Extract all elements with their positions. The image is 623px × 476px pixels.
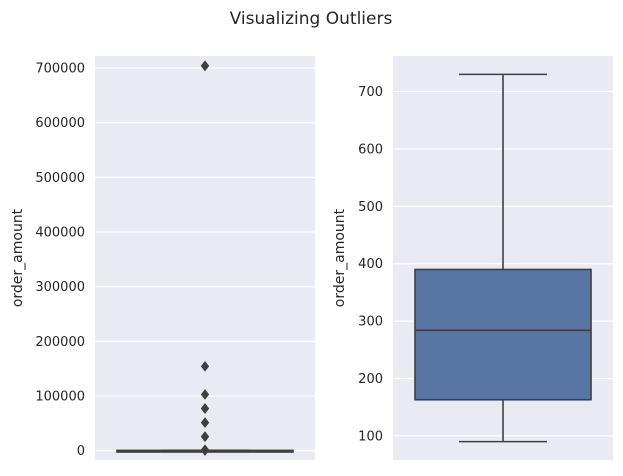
iqr-box xyxy=(414,268,592,401)
outlier-point xyxy=(200,417,210,428)
outlier-point xyxy=(200,403,210,414)
boxplot-panel-left: 0 100000 200000 300000 400000 500000 600000 700… xyxy=(10,56,315,460)
y-tick-label: 400000 xyxy=(35,226,85,241)
y-tick-label: 700 xyxy=(358,85,383,100)
boxplot-panel-right: 100 200 300 400 500 600 700 order_amount xyxy=(332,56,613,460)
y-tick-label: 200 xyxy=(358,372,383,387)
y-axis-label: order_amount xyxy=(332,208,348,307)
y-tick-label: 300 xyxy=(358,315,383,330)
y-tick-label: 500 xyxy=(358,200,383,215)
y-tick-label: 100 xyxy=(358,429,383,444)
y-tick-label: 300000 xyxy=(35,280,85,295)
y-tick-label: 400 xyxy=(358,257,383,272)
outlier-point xyxy=(200,360,210,372)
outlier-point xyxy=(200,60,210,72)
outlier-point xyxy=(200,431,210,442)
y-axis-label: order_amount xyxy=(10,208,26,307)
y-tick-label: 700000 xyxy=(35,62,85,77)
y-tick-label: 0 xyxy=(77,444,85,459)
figure-title: Visualizing Outliers xyxy=(230,9,393,29)
outlier-point xyxy=(200,444,210,456)
y-tick-label: 500000 xyxy=(35,171,85,186)
y-tick-label: 600000 xyxy=(35,116,85,131)
outlier-point xyxy=(200,389,210,400)
y-tick-label: 200000 xyxy=(35,335,85,350)
y-tick-label: 100000 xyxy=(35,390,85,405)
y-tick-label: 600 xyxy=(358,142,383,157)
